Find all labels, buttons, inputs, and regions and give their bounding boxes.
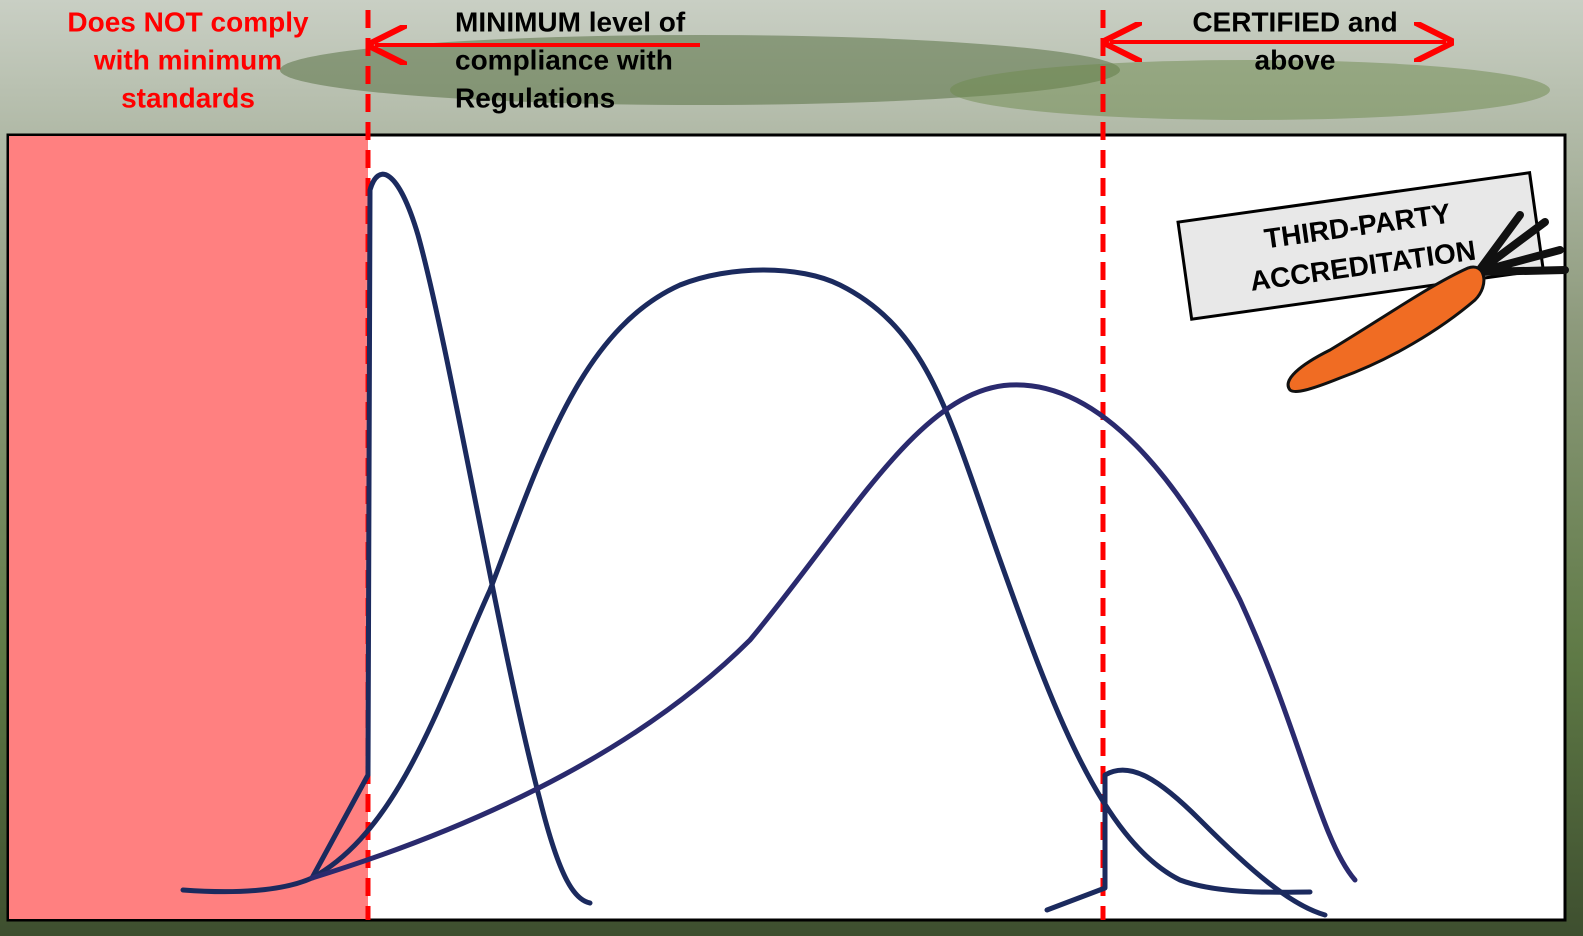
non-compliant-zone xyxy=(9,136,368,919)
distribution-curve xyxy=(1044,767,1328,918)
carrot-leaves xyxy=(1474,211,1569,276)
carrot xyxy=(1286,211,1569,393)
minimum-label: MINIMUM level of compliance with Regulat… xyxy=(455,6,686,113)
label-line: standards xyxy=(121,82,255,113)
label-line: compliance with xyxy=(455,44,673,75)
label-line: above xyxy=(1255,44,1336,75)
accreditation-sign: THIRD-PARTY ACCREDITATION xyxy=(1176,171,1545,321)
hill xyxy=(950,60,1550,120)
label-line: MINIMUM level of xyxy=(455,6,686,37)
carrot-body xyxy=(1286,265,1486,393)
label-line: Does NOT comply xyxy=(67,6,309,37)
hill xyxy=(280,35,1120,105)
label-line: with minimum xyxy=(93,44,282,75)
label-line: CERTIFIED and xyxy=(1192,6,1397,37)
distribution-curve xyxy=(309,382,1358,883)
certified-label: CERTIFIED and above xyxy=(1192,6,1397,75)
non-compliant-label: Does NOT comply with minimum standards xyxy=(67,6,309,113)
distribution-curve xyxy=(309,267,1313,895)
distribution-curve xyxy=(180,171,593,906)
label-line: Regulations xyxy=(455,82,615,113)
